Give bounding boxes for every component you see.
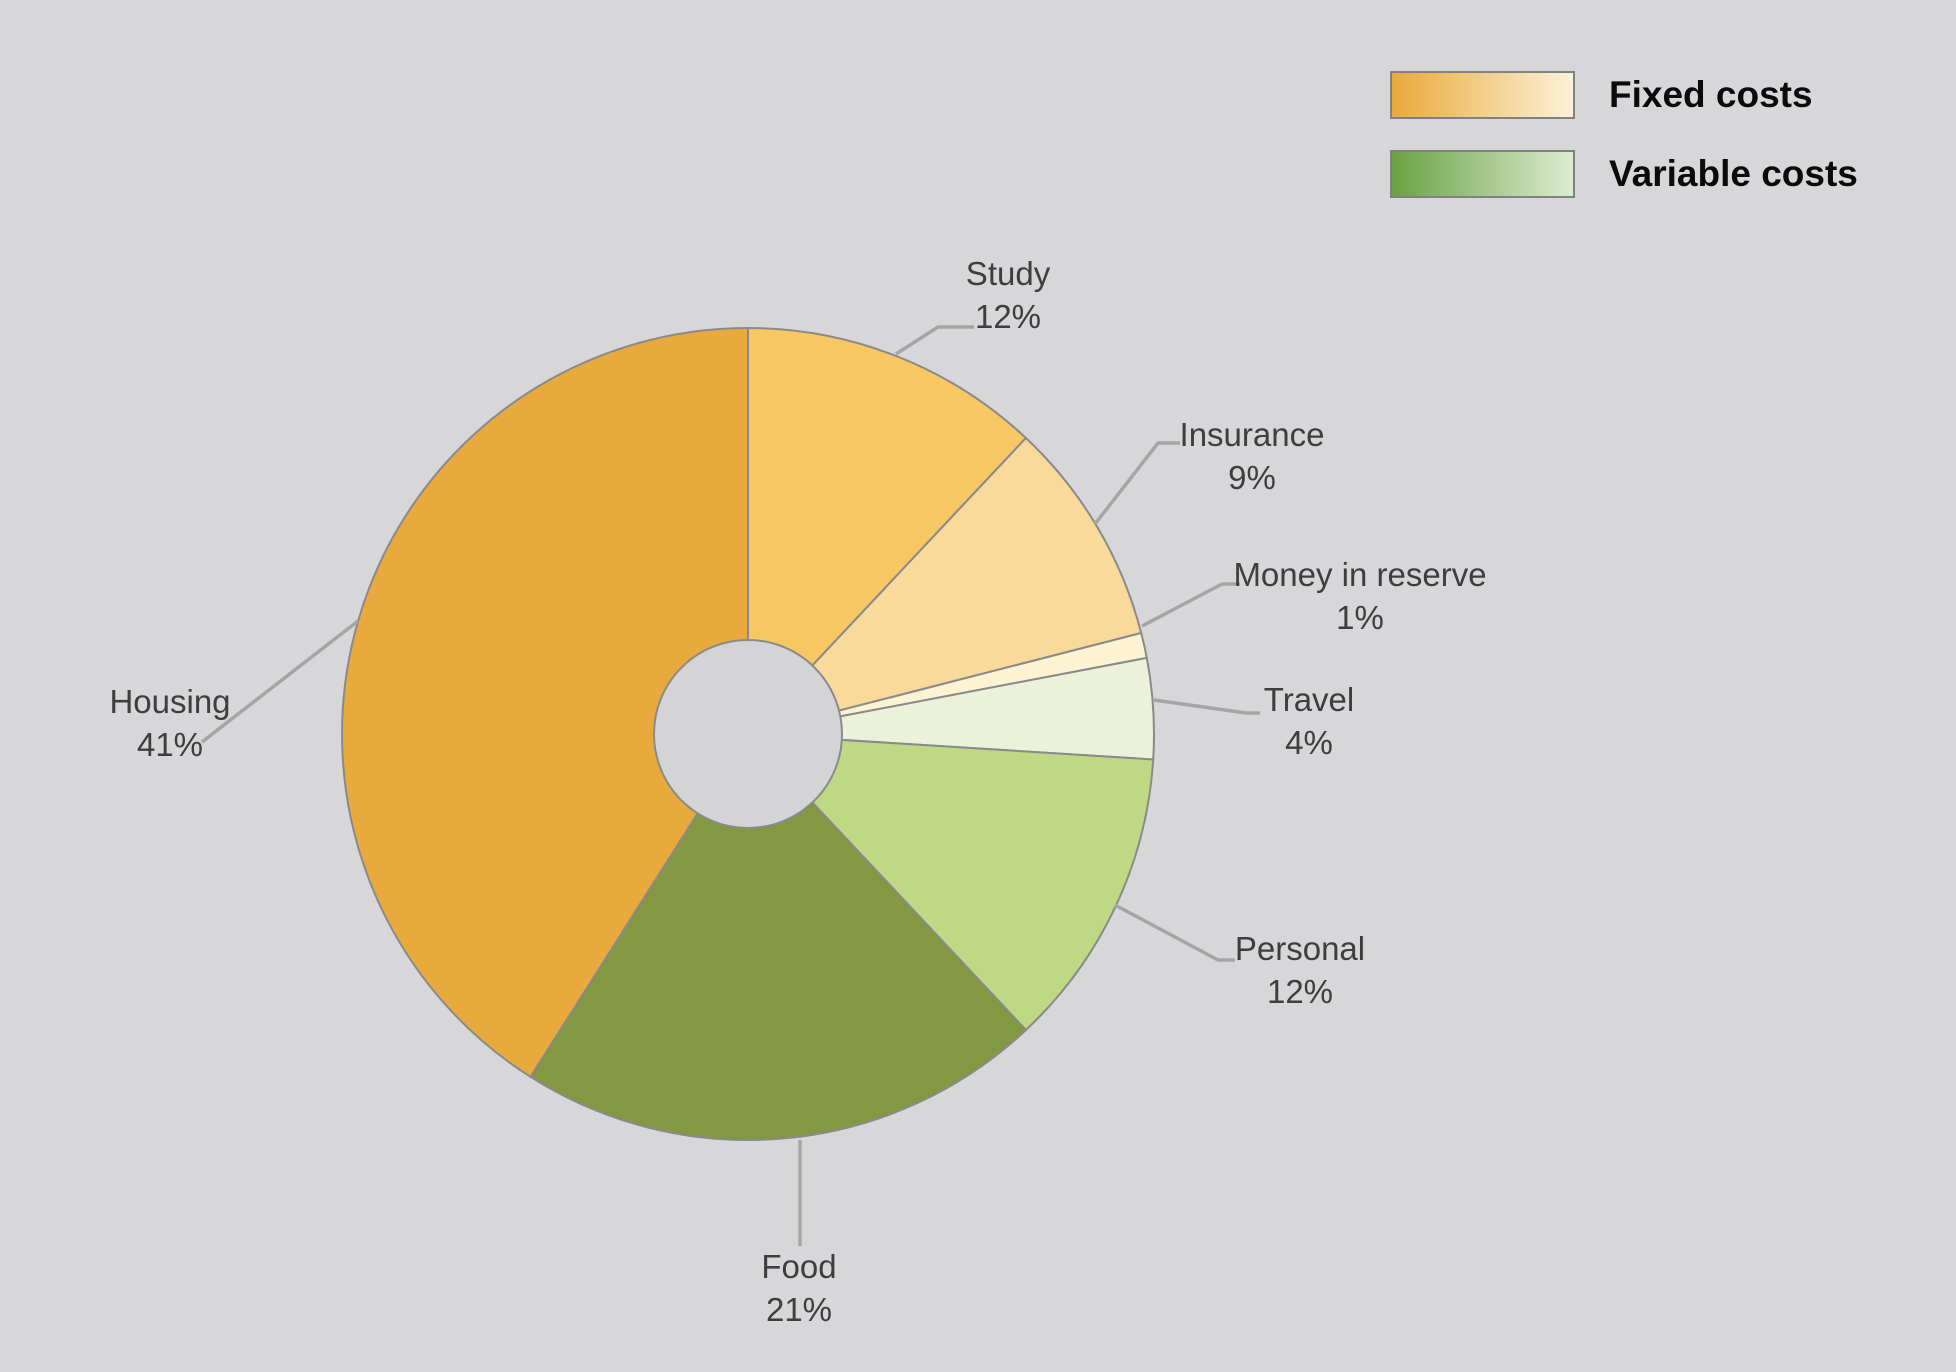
slice-pct: 12% [974, 298, 1042, 335]
slice-label-travel: Travel 4% [1264, 678, 1354, 764]
slice-name: Travel [1263, 681, 1355, 718]
slice-name: Money in reserve [1233, 556, 1487, 593]
pie-slice-study [747, 327, 1027, 735]
slice-label-insurance: Insurance 9% [1180, 413, 1325, 499]
leader-housing [200, 619, 360, 744]
donut-hole [653, 639, 843, 829]
variable-costs-gradient-swatch [1390, 150, 1575, 198]
legend-item-fixed-costs: Fixed costs [1390, 71, 1858, 119]
legend-label-fixed-costs: Fixed costs [1609, 74, 1813, 115]
slice-name: Housing [109, 683, 231, 720]
pie-slice-food [529, 733, 1027, 1141]
slice-label-food: Food 21% [761, 1245, 836, 1331]
fixed-costs-gradient-swatch [1390, 71, 1575, 119]
slice-label-study: Study 12% [966, 252, 1050, 338]
slice-name: Study [965, 255, 1051, 292]
pie-slices [341, 327, 1155, 1141]
slice-pct: 21% [765, 1291, 833, 1328]
slice-name: Food [761, 1248, 837, 1285]
legend-item-variable-costs: Variable costs [1390, 150, 1858, 198]
slice-pct: 41% [136, 726, 204, 763]
slice-label-housing: Housing 41% [109, 680, 230, 766]
slice-pct: 9% [1228, 459, 1276, 496]
leader-study [895, 325, 974, 356]
leader-insurance [1093, 441, 1180, 526]
pie-slice-insurance [747, 437, 1143, 735]
leader-personal [1114, 903, 1235, 962]
legend: Fixed costs Variable costs [1390, 71, 1858, 229]
slice-pct: 12% [1266, 973, 1334, 1010]
pie-slice-housing [341, 327, 749, 1078]
leader-travel [1153, 698, 1260, 715]
leader-lines [200, 325, 1260, 1246]
legend-label-variable-costs: Variable costs [1609, 153, 1858, 194]
slice-label-personal: Personal 12% [1235, 927, 1365, 1013]
slice-name: Insurance [1179, 416, 1325, 453]
slice-label-money-in-reserve: Money in reserve 1% [1233, 553, 1486, 639]
slice-pct: 1% [1336, 599, 1384, 636]
slice-pct: 4% [1285, 724, 1333, 761]
leader-money-in-reserve [1141, 582, 1240, 628]
slice-name: Personal [1234, 930, 1366, 967]
